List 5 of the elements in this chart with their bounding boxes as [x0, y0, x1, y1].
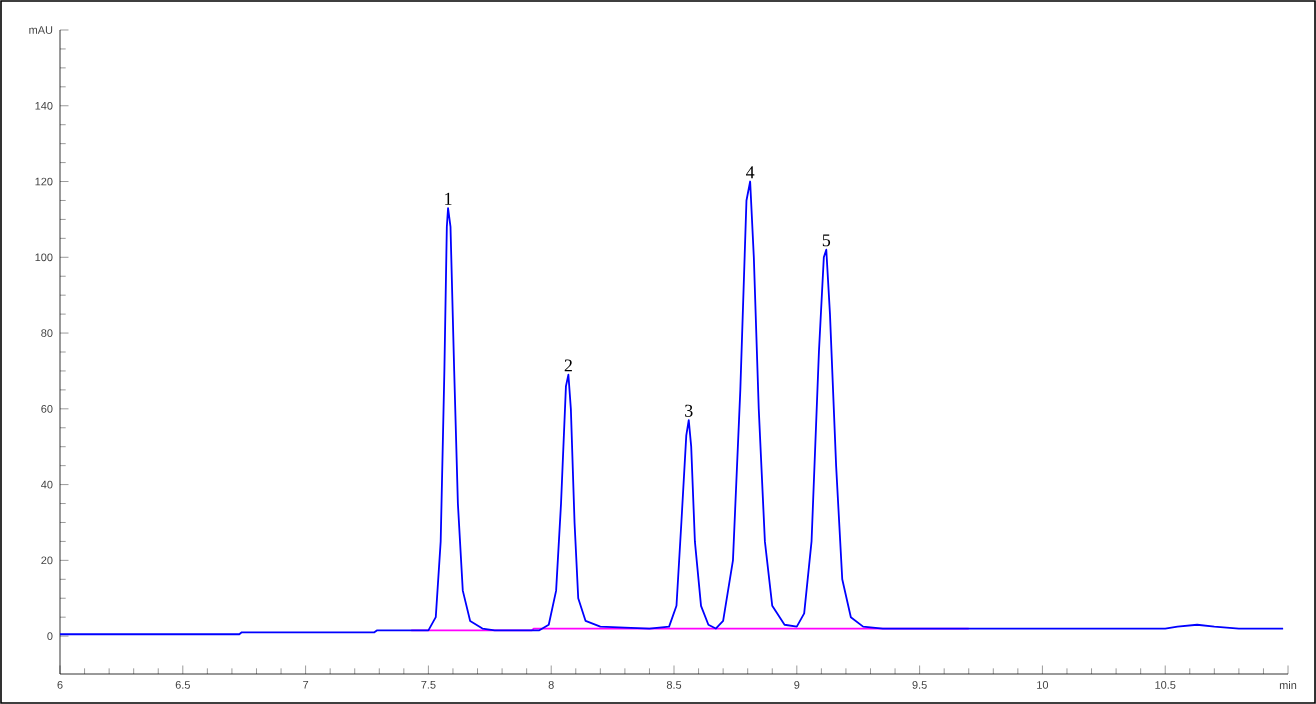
- annotation: 4: [746, 166, 755, 179]
- annotation: 1: [445, 192, 452, 205]
- annotation: 3: [685, 404, 693, 417]
- annotation: 2: [564, 359, 572, 372]
- annotation: 5: [822, 234, 831, 247]
